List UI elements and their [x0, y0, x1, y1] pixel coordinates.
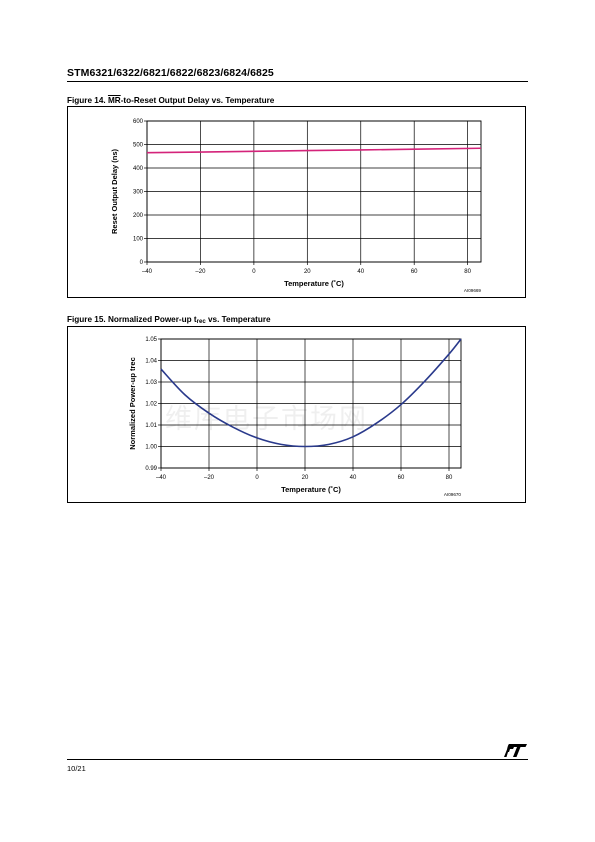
- y-tick-label: 1.03: [145, 380, 157, 386]
- y-tick-label: 600: [133, 119, 144, 125]
- y-axis-label: Reset Output Delay (ns): [110, 148, 119, 234]
- x-tick-label: –20: [204, 475, 215, 481]
- x-tick-label: 20: [304, 269, 311, 275]
- y-tick-label: 1.02: [145, 402, 157, 408]
- figure-15-frame: –40 –20 0 20 40 60 80 0.99 1.00 1.01 1.02 1.03 1.04 1…: [67, 326, 526, 503]
- watermark: 维库电子市场网: [165, 404, 368, 435]
- x-tick-label: 40: [350, 475, 357, 481]
- x-tick-label: 40: [357, 269, 364, 275]
- y-tick-label: 1.04: [145, 359, 157, 365]
- y-axis-label: Normalized Power-up trec: [128, 357, 137, 450]
- y-tick-label: 1.01: [145, 423, 157, 429]
- figure-15-chart: –40 –20 0 20 40 60 80 0.99 1.00 1.01 1.02 1.03 1.04 1…: [128, 337, 462, 497]
- figure-15-title-prefix: Figure 15. Normalized Power-up t: [67, 315, 197, 324]
- page-number: 10/21: [67, 764, 86, 773]
- y-tick-label: 200: [133, 213, 144, 219]
- y-tick-label: 400: [133, 166, 144, 172]
- x-axis-label: Temperature (˚C): [281, 485, 341, 494]
- figure-14-title: Figure 14. MR-to-Reset Output Delay vs. …: [67, 96, 274, 105]
- x-tick-label: 80: [446, 475, 453, 481]
- header-divider: [67, 81, 528, 82]
- figure-14-title-overline: MR: [107, 96, 121, 105]
- figure-14-title-suffix: -to-Reset Output Delay vs. Temperature: [120, 96, 275, 105]
- series-line: [146, 147, 482, 154]
- st-logo-icon: [504, 744, 527, 757]
- y-tick-label: 500: [133, 143, 144, 149]
- y-tick-label: 0.99: [145, 466, 157, 472]
- x-tick-label: –40: [156, 475, 167, 481]
- x-tick-label: 0: [252, 269, 256, 275]
- y-tick-label: 300: [133, 190, 144, 196]
- x-tick-label: 60: [411, 269, 418, 275]
- series-line: [160, 338, 462, 448]
- x-tick-label: 0: [255, 475, 259, 481]
- x-tick-label: 20: [302, 475, 309, 481]
- x-tick-label: –40: [142, 269, 153, 275]
- figure-code: AI09670: [444, 492, 462, 497]
- figure-15-title-subscript: rec: [196, 319, 206, 325]
- x-tick-label: –20: [195, 269, 206, 275]
- y-tick-label: 1.05: [145, 337, 157, 343]
- figure-14-chart: –40 –20 0 20 40 60 80 0 100 200 300 400 500 600 Temper…: [110, 119, 482, 293]
- x-tick-label: 80: [464, 269, 471, 275]
- x-axis-label: Temperature (˚C): [284, 279, 344, 288]
- figure-15-title-suffix: vs. Temperature: [205, 315, 271, 324]
- figure-14-title-prefix: Figure 14.: [67, 96, 108, 105]
- y-tick-label: 0: [140, 260, 144, 266]
- y-tick-label: 100: [133, 237, 144, 243]
- figure-15-title: Figure 15. Normalized Power-up trec vs. …: [67, 315, 271, 325]
- figure-14-frame: –40 –20 0 20 40 60 80 0 100 200 300 400 500 600 Temper…: [67, 106, 526, 298]
- document-title: STM6321/6322/6821/6822/6823/6824/6825: [67, 67, 274, 79]
- x-tick-label: 60: [398, 475, 405, 481]
- figure-code: AI09669: [464, 288, 482, 293]
- y-tick-label: 1.00: [145, 445, 157, 451]
- footer-divider: [67, 759, 528, 760]
